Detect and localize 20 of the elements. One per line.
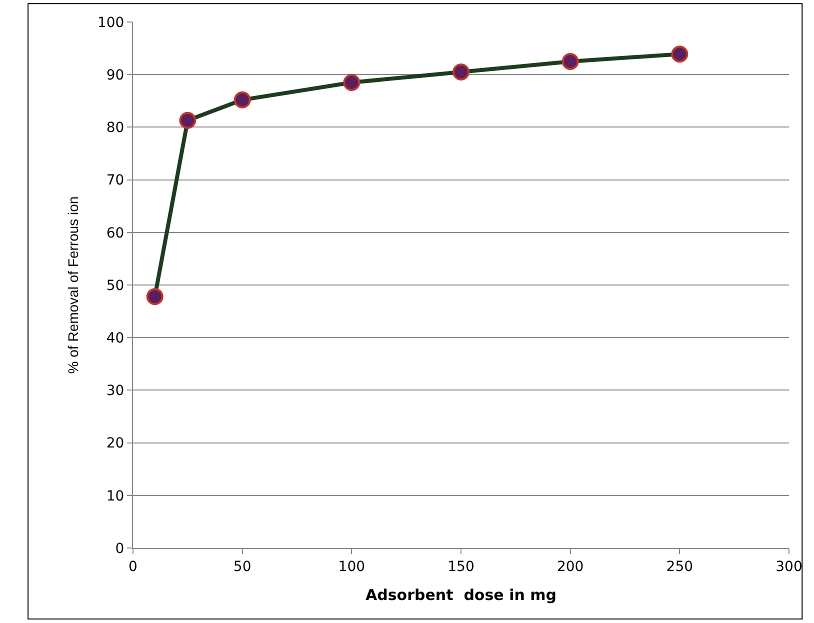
y-tick-label: 0 [115, 540, 124, 557]
y-tick-label: 90 [106, 68, 124, 84]
x-tick-label: 0 [128, 558, 138, 575]
x-tick-label: 200 [556, 558, 584, 575]
x-tick-label: 250 [666, 558, 694, 575]
y-tick-label: 50 [106, 278, 124, 294]
y-tick-label: 30 [106, 383, 124, 400]
y-tick-label: 20 [106, 436, 124, 452]
x-tick-label: 300 [776, 558, 802, 575]
y-tick-label: 60 [106, 225, 124, 242]
y-tick-label: 70 [106, 172, 124, 189]
y-tick-label: 100 [97, 14, 124, 31]
x-tick-label: 100 [338, 558, 366, 575]
x-tick-label: 50 [233, 558, 252, 575]
y-tick-label: 40 [106, 330, 124, 346]
x-axis-title: Adsorbent dose in mg [366, 586, 556, 604]
y-tick-label: 80 [106, 120, 124, 136]
x-tick-label: 150 [448, 558, 474, 575]
y-tick-label: 10 [106, 488, 124, 504]
y-axis-title: % of Removal of Ferrous ion [65, 196, 82, 374]
